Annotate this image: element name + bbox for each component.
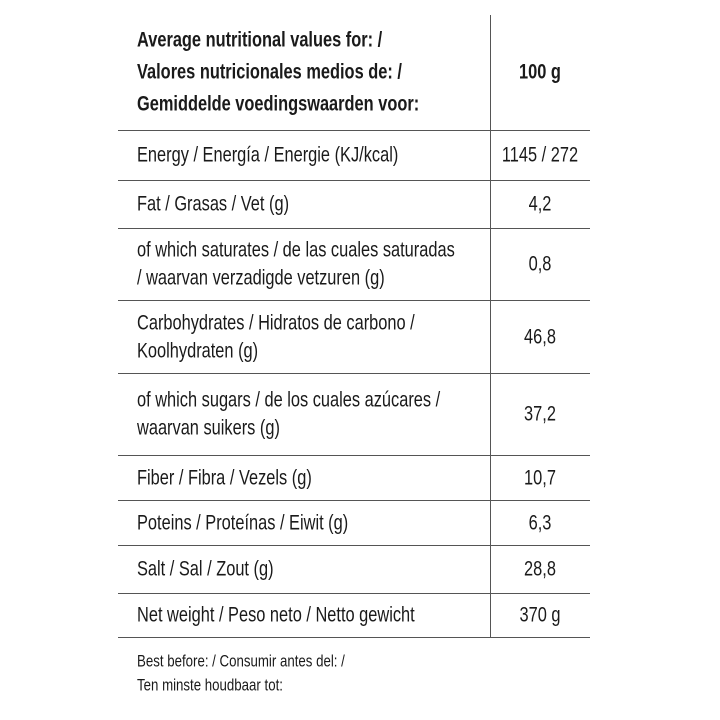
column-divider [490, 15, 491, 637]
row-divider [118, 455, 590, 456]
row-divider [118, 500, 590, 501]
row-label: / waarvan verzadigde vetzuren (g) [137, 266, 385, 290]
row-divider [118, 300, 590, 301]
header-title: Valores nutricionales medios de: / [137, 60, 402, 84]
row-value: 46,8 [524, 325, 556, 348]
row-label: Salt / Sal / Zout (g) [137, 557, 274, 581]
footer-text: Ten minste houdbaar tot: [137, 675, 283, 695]
row-value: 37,2 [524, 402, 556, 426]
row-label: Fat / Grasas / Vet (g) [137, 192, 290, 216]
row-divider [118, 637, 590, 638]
row-divider [118, 373, 590, 374]
row-divider [118, 130, 590, 131]
row-divider [118, 180, 590, 181]
row-value: 6,3 [528, 511, 552, 534]
row-label: of which sugars / de los cuales azúcares… [137, 388, 441, 412]
row-label: Poteins / Proteínas / Eiwit (g) [137, 511, 349, 534]
row-value: 10,7 [524, 466, 556, 489]
row-divider [118, 545, 590, 546]
row-label: Net weight / Peso neto / Netto gewicht [137, 603, 415, 627]
header-title: Average nutritional values for: / [137, 28, 383, 52]
row-label: Koolhydraten (g) [137, 339, 259, 362]
header-column: 100 g [519, 60, 561, 84]
header-title: Gemiddelde voedingswaarden voor: [137, 92, 420, 116]
row-label: of which saturates / de las cuales satur… [137, 238, 455, 262]
row-divider [118, 593, 590, 594]
row-divider [118, 228, 590, 229]
row-value: 1145 / 272 [501, 143, 579, 167]
row-value: 4,2 [528, 192, 552, 216]
row-label: Fiber / Fibra / Vezels (g) [137, 466, 312, 489]
row-label: Carbohydrates / Hidratos de carbono / [137, 311, 415, 334]
row-label: waarvan suikers (g) [137, 416, 280, 440]
row-value: 370 g [519, 603, 561, 627]
row-value: 28,8 [524, 557, 556, 581]
row-label: Energy / Energía / Energie (KJ/kcal) [137, 143, 399, 167]
row-value: 0,8 [528, 252, 552, 276]
footer-text: Best before: / Consumir antes del: / [137, 651, 345, 671]
